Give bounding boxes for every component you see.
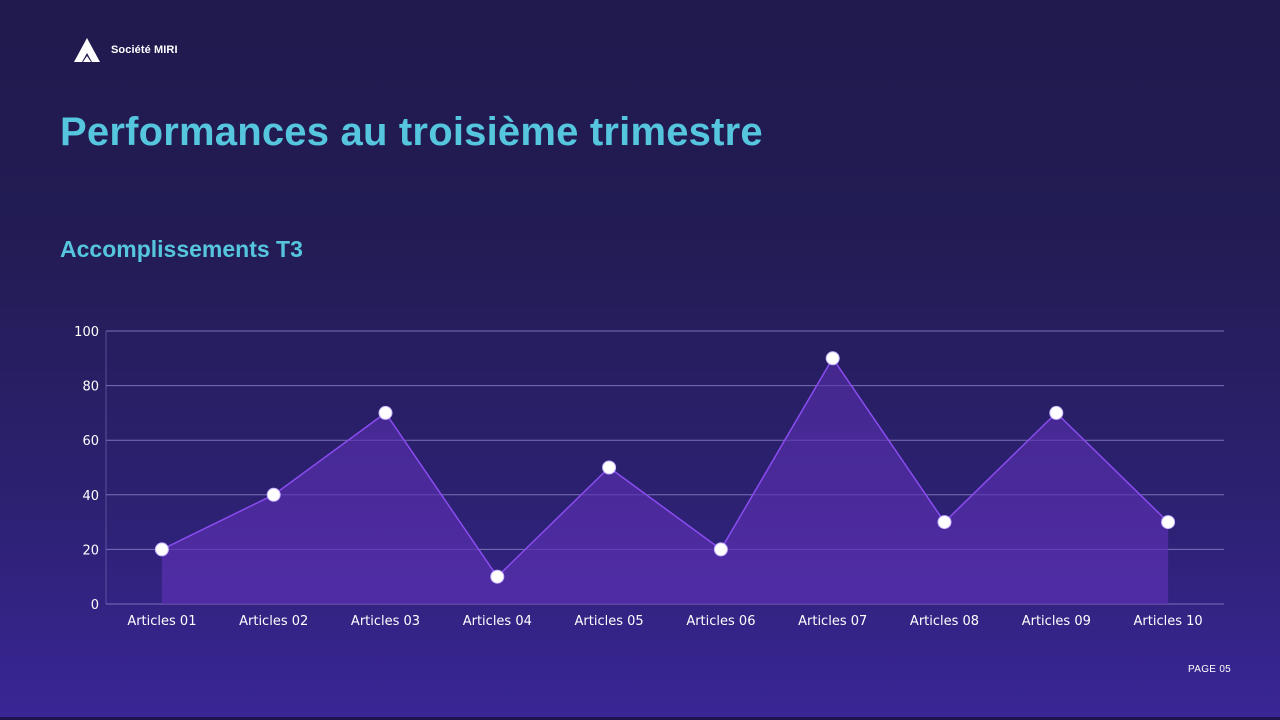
page-number: PAGE 05: [1188, 664, 1232, 675]
data-point-marker: [1161, 515, 1176, 530]
y-tick-label: 40: [82, 489, 99, 504]
data-point-marker: [825, 351, 840, 366]
data-point-marker: [490, 569, 505, 584]
data-point-marker: [154, 542, 169, 557]
chart-subtitle: Accomplissements T3: [60, 236, 303, 262]
x-tick-label: Articles 02: [239, 614, 308, 629]
x-tick-label: Articles 04: [463, 614, 532, 629]
y-tick-label: 60: [82, 434, 99, 449]
x-tick-label: Articles 06: [686, 614, 755, 629]
data-point-marker: [1049, 405, 1064, 420]
page-title: Performances au troisième trimestre: [60, 110, 763, 154]
triangle-logo-icon: [74, 38, 100, 62]
brand-name: Société MIRI: [111, 44, 178, 56]
data-point-marker: [266, 487, 281, 502]
x-tick-label: Articles 03: [351, 614, 420, 629]
y-tick-label: 0: [91, 598, 99, 613]
x-tick-label: Articles 08: [910, 614, 979, 629]
y-tick-label: 20: [82, 543, 99, 558]
x-tick-label: Articles 01: [127, 614, 196, 629]
brand: Société MIRI: [73, 37, 178, 63]
data-point-marker: [937, 515, 952, 530]
x-tick-label: Articles 10: [1134, 614, 1203, 629]
data-point-marker: [713, 542, 728, 557]
x-tick-label: Articles 09: [1022, 614, 1091, 629]
area-fill: [161, 358, 1169, 604]
x-tick-label: Articles 07: [798, 614, 867, 629]
y-tick-label: 80: [82, 380, 99, 395]
bottom-bar: [0, 717, 1280, 720]
data-point-marker: [378, 405, 393, 420]
y-tick-label: 100: [74, 325, 99, 340]
data-point-marker: [602, 460, 617, 475]
series-line: [161, 356, 1169, 578]
x-tick-label: Articles 05: [575, 614, 644, 629]
